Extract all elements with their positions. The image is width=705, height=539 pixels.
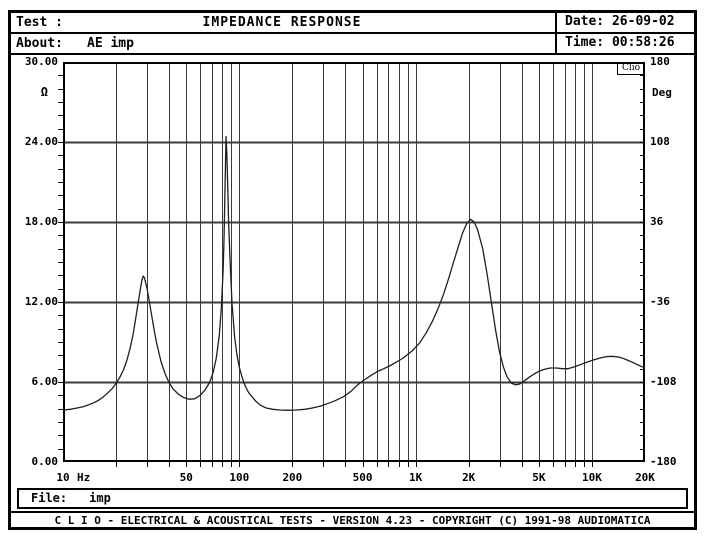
y-left-tick-label: 18.00 [24,215,58,228]
time-value: 00:58:26 [611,35,675,50]
date-value: 26-09-02 [611,14,675,29]
y-left-tick-label: 30.00 [24,55,58,68]
x-tick-label: 10 [56,471,70,484]
window-content: Test : IMPEDANCE RESPONSE Date: 26-09-02… [11,11,694,529]
y-left-tick-label: 12.00 [24,295,58,308]
y-left-tick-label: 6.00 [31,375,59,388]
clio-watermark: Clio [617,62,644,75]
x-tick-label: 1K [408,471,423,484]
page-title: IMPEDANCE RESPONSE [202,15,362,30]
file-bar: File: imp [17,488,688,509]
x-tick-label: 5K [532,471,546,484]
header-row-about: About: AE imp Time: 00:58:26 [11,32,694,55]
file-label: File: [31,491,68,505]
about-value: AE imp [87,36,134,51]
impedance-magnitude-curve [62,136,646,411]
x-tick-label: 2K [462,471,476,484]
y-right-tick-label: -108 [650,375,677,388]
header-row-test: Test : IMPEDANCE RESPONSE Date: 26-09-02 [11,11,694,34]
time-cell: Time: 00:58:26 [555,32,694,55]
x-axis-unit-label: Hz [77,471,91,484]
impedance-chart-svg [58,62,646,467]
y-right-tick-label: -36 [650,295,670,308]
time-label: Time: [565,35,605,50]
x-tick-label: 50 [179,471,193,484]
plot-border [63,62,645,462]
y-right-tick-label: -180 [650,455,677,468]
date-label: Date: [565,14,605,29]
gridlines [63,62,645,462]
x-tick-label: 10K [581,471,602,484]
test-label: Test : [16,15,63,30]
x-tick-label: 100 [229,471,250,484]
x-tick-label: 200 [282,471,303,484]
x-tick-label: 500 [352,471,373,484]
y-right-tick-label: 180 [650,55,670,68]
about-label: About: [16,36,63,51]
file-value: imp [89,491,111,505]
y-right-tick-label: 36 [650,215,664,228]
axis-ticks [58,75,645,467]
y-left-unit-label: Ω [40,85,48,99]
y-right-unit-label: Deg [652,86,672,99]
y-left-tick-label: 24.00 [24,135,58,148]
y-right-tick-label: 108 [650,135,670,148]
clio-window: Test : IMPEDANCE RESPONSE Date: 26-09-02… [8,10,697,530]
x-tick-label: 20K [635,471,655,484]
status-bar: C L I O - ELECTRICAL & ACOUSTICAL TESTS … [11,511,694,529]
date-cell: Date: 26-09-02 [555,11,694,34]
y-left-tick-label: 0.00 [31,455,59,468]
